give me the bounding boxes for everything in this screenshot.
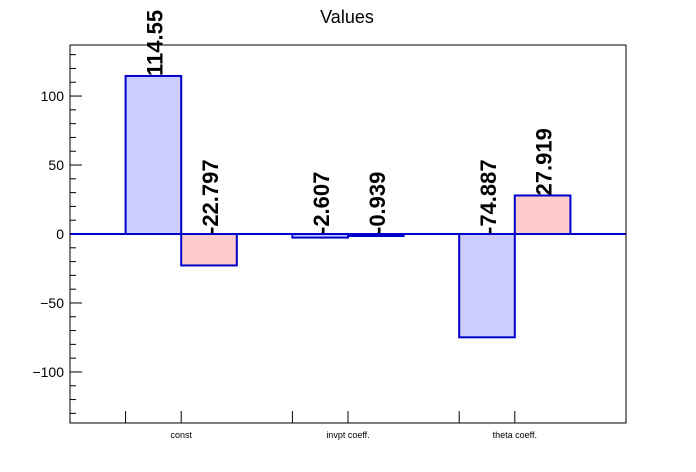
- y-tick-label: −100: [32, 364, 64, 380]
- y-tick-label: −50: [40, 295, 64, 311]
- bars-group: [124, 74, 572, 339]
- chart-title: Values: [320, 7, 374, 27]
- bar: [513, 194, 572, 235]
- x-category-label: invpt coeff.: [326, 430, 369, 440]
- bar-value-labels: 114.55 -22.797 -2.607 -0.939 -74.887 27.919: [142, 10, 556, 234]
- x-axis-ticks: [125, 411, 516, 423]
- y-tick-label: 100: [41, 88, 65, 104]
- x-axis-category-labels: const invpt coeff. theta coeff.: [170, 430, 537, 440]
- bar-value-label: 114.55: [142, 10, 167, 76]
- y-tick-label: 50: [48, 157, 64, 173]
- x-category-label: theta coeff.: [493, 430, 537, 440]
- bar-value-label: -2.607: [309, 172, 334, 234]
- bar-value-label: 27.919: [532, 128, 557, 195]
- bar-value-label: -74.887: [476, 159, 501, 234]
- bar: [124, 74, 183, 236]
- bar-value-label: -22.797: [198, 159, 223, 234]
- x-category-label: const: [170, 430, 192, 440]
- bar: [458, 233, 516, 339]
- bar: [180, 233, 238, 267]
- plot-frame: [69, 44, 627, 424]
- y-axis-tick-labels: −100 −50 0 50 100: [32, 88, 64, 380]
- bar-value-label: -0.939: [365, 172, 390, 234]
- y-tick-label: 0: [56, 226, 64, 242]
